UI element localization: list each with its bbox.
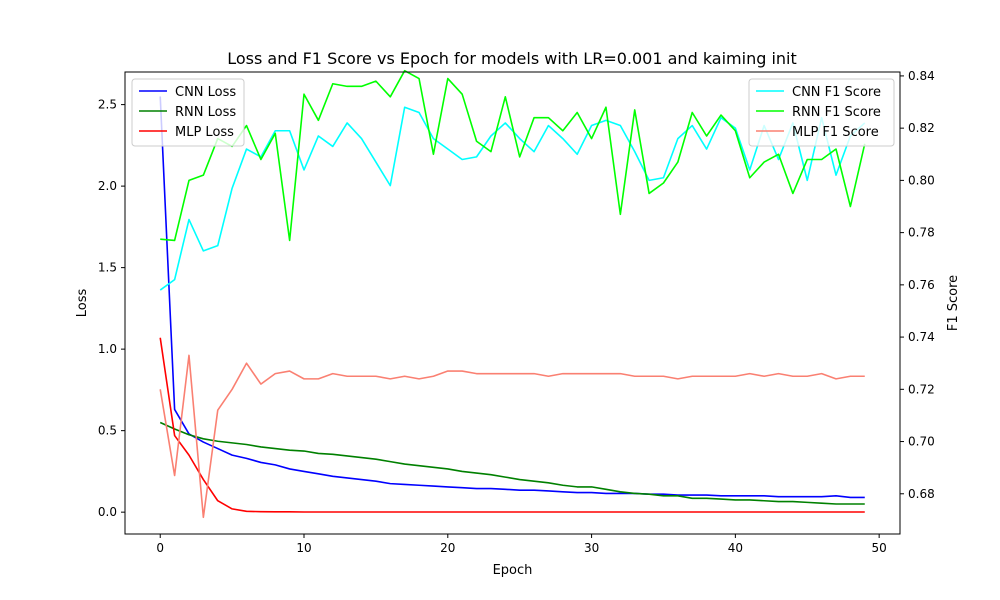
y-axis-label: Loss xyxy=(75,289,90,318)
y-tick-label: 1.0 xyxy=(98,342,117,356)
y2-tick-label: 0.74 xyxy=(908,330,935,344)
y-axis-left: 0.0 0.5 1.0 1.5 2.0 2.5 xyxy=(98,98,125,519)
mlp-loss-line xyxy=(159,337,865,513)
y2-tick-label: 0.70 xyxy=(908,435,935,449)
cnn-loss-legend-label: CNN Loss xyxy=(175,85,236,100)
mlp-f1-score-legend-label: MLP F1 Score xyxy=(792,125,879,140)
cnn-f1-score-legend-label: CNN F1 Score xyxy=(792,85,881,100)
y-tick-label: 2.5 xyxy=(98,98,117,112)
rnn-loss-legend-label: RNN Loss xyxy=(175,105,236,120)
rnn-f1-score-legend-label: RNN F1 Score xyxy=(792,105,881,120)
series-lines xyxy=(159,69,866,519)
x-tick-label: 0 xyxy=(156,541,164,555)
x-axis: 0 10 20 30 40 50 xyxy=(156,534,887,555)
y2-axis-label: F1 Score xyxy=(946,275,961,331)
y-tick-label: 0.0 xyxy=(98,505,117,519)
y-axis-right: 0.68 0.70 0.72 0.74 0.76 0.78 0.80 0.82 0.84 xyxy=(900,69,935,501)
x-axis-label: Epoch xyxy=(493,563,533,578)
rnn-loss-line xyxy=(159,421,865,505)
legends: CNN Loss RNN Loss MLP Loss CNN F1 Score RNN … xyxy=(131,78,895,147)
x-tick-label: 10 xyxy=(296,541,311,555)
cnn-f1-score-line xyxy=(159,106,866,291)
y-tick-label: 0.5 xyxy=(98,424,117,438)
y2-tick-label: 0.78 xyxy=(908,226,935,240)
y-tick-label: 2.0 xyxy=(98,179,117,193)
legend-upper-left: CNN Loss RNN Loss MLP Loss xyxy=(131,78,245,147)
legend-box xyxy=(748,78,895,147)
y2-tick-label: 0.72 xyxy=(908,382,935,396)
y-tick-label: 1.5 xyxy=(98,261,117,275)
y2-tick-label: 0.82 xyxy=(908,121,935,135)
x-tick-label: 40 xyxy=(728,541,743,555)
x-tick-label: 50 xyxy=(872,541,887,555)
plot-frame xyxy=(124,71,901,535)
legend-upper-right: CNN F1 Score RNN F1 Score MLP F1 Score xyxy=(748,78,895,147)
mlp-loss-legend-label: MLP Loss xyxy=(175,125,234,140)
y2-tick-label: 0.68 xyxy=(908,487,935,501)
legend-box xyxy=(131,78,245,147)
cnn-loss-line xyxy=(159,96,865,499)
y2-tick-label: 0.76 xyxy=(908,278,935,292)
mlp-f1-score-line xyxy=(159,354,865,519)
x-tick-label: 20 xyxy=(440,541,455,555)
chart-title: Loss and F1 Score vs Epoch for models wi… xyxy=(227,49,797,68)
y2-tick-label: 0.80 xyxy=(908,173,935,187)
rnn-f1-score-line xyxy=(160,69,866,242)
y2-tick-label: 0.84 xyxy=(908,69,935,83)
x-tick-label: 30 xyxy=(584,541,599,555)
